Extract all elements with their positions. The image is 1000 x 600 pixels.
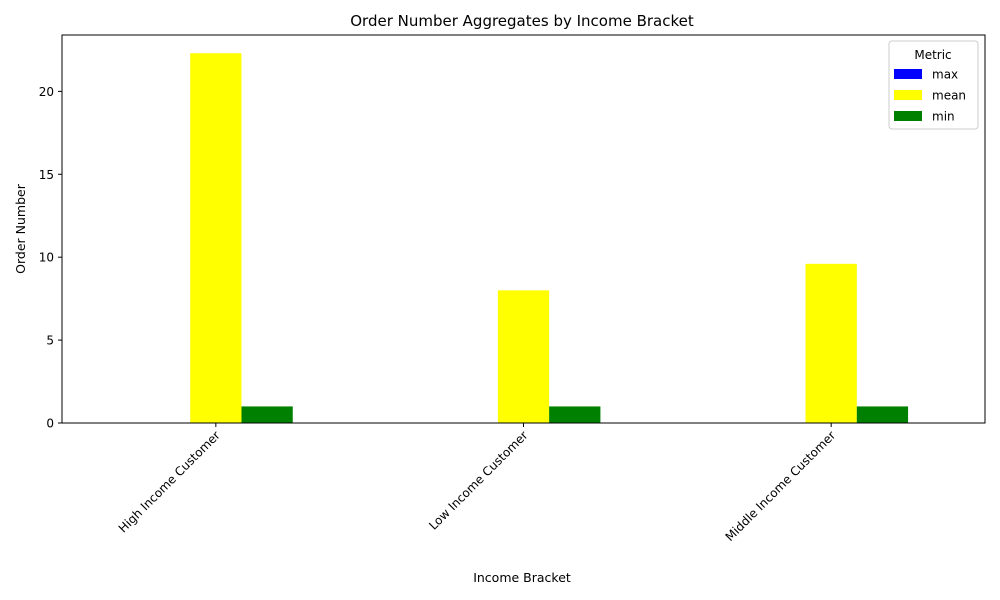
x-axis-label: Income Bracket <box>473 570 571 585</box>
legend-label-max: max <box>932 68 958 82</box>
bar-mean-0 <box>190 53 242 424</box>
y-tick-label-2: 10 <box>39 251 54 265</box>
bar-min-1 <box>549 406 601 423</box>
legend: Metric max mean min <box>888 40 979 130</box>
legend-swatch-max <box>894 69 922 79</box>
bar-min-2 <box>856 406 909 423</box>
bar-min-0 <box>241 406 293 423</box>
chart-title: Order Number Aggregates by Income Bracke… <box>350 12 694 30</box>
legend-swatch-mean <box>894 90 922 100</box>
y-tick-label-3: 15 <box>39 168 54 182</box>
legend-frame <box>888 40 979 130</box>
y-tick-label-4: 20 <box>39 85 54 99</box>
bar-mean-2 <box>805 263 857 423</box>
y-axis-label: Order Number <box>13 183 28 274</box>
legend-label-mean: mean <box>932 89 966 103</box>
bar-mean-1 <box>497 290 550 423</box>
legend-swatch-min <box>894 111 922 121</box>
y-tick-label-1: 5 <box>46 334 54 348</box>
y-tick-label-0: 0 <box>46 417 54 431</box>
legend-label-min: min <box>932 110 955 124</box>
legend-items: max mean min <box>894 68 966 124</box>
legend-title: Metric <box>914 48 951 62</box>
